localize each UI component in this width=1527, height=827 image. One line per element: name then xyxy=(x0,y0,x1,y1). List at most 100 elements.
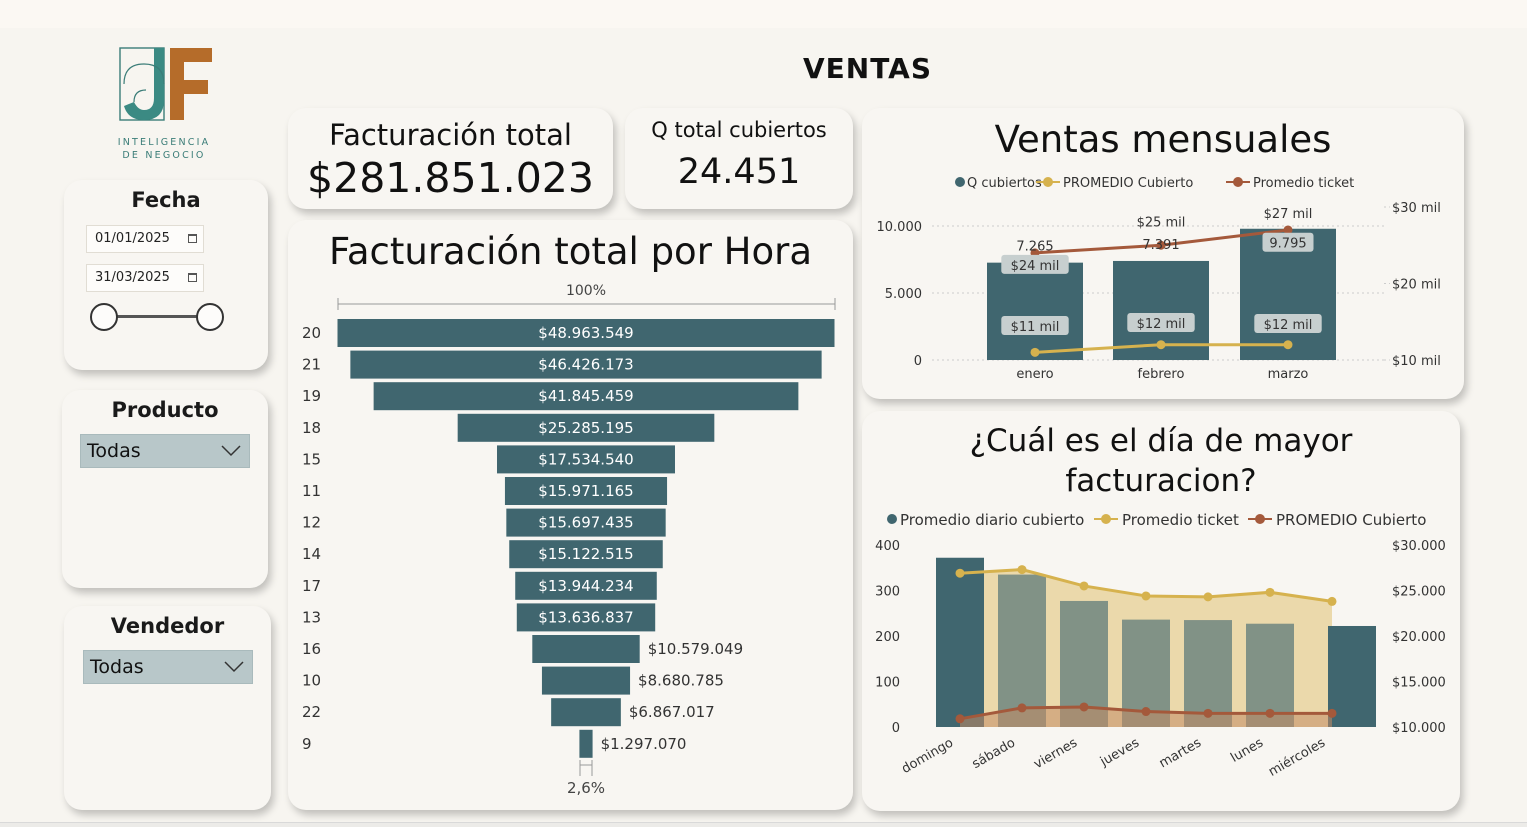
kpi-facturacion-value: $281.851.023 xyxy=(307,154,594,202)
legend-marker xyxy=(1101,514,1111,524)
funnel-bar xyxy=(337,319,835,347)
y-left-tick-label: 300 xyxy=(875,585,900,600)
weekday-title-line1: ¿Cuál es el día de mayor xyxy=(969,423,1353,459)
funnel-value-label: $15.971.165 xyxy=(538,482,633,500)
bar-data-label: 7.391 xyxy=(1142,238,1179,253)
y-left-tick-label: 0 xyxy=(914,354,922,369)
logo xyxy=(112,44,222,162)
legend-marker xyxy=(1233,177,1243,187)
promedio-ticket-point xyxy=(1141,591,1151,601)
fecha-title: Fecha xyxy=(131,188,201,212)
cubierto-data-label: $12 mil xyxy=(1137,317,1186,332)
calendar-icon[interactable] xyxy=(188,273,197,282)
y-right-tick-label: $30 mil xyxy=(1392,201,1441,216)
funnel-value-label: $8.680.785 xyxy=(638,672,724,690)
promedio-cubierto-point xyxy=(1265,708,1275,718)
producto-title: Producto xyxy=(111,398,219,422)
funnel-category-label: 21 xyxy=(302,356,321,374)
funnel-value-label: $17.534.540 xyxy=(538,450,633,468)
x-tick-label: sábado xyxy=(970,735,1018,772)
y-right-tick-label: $10 mil xyxy=(1392,354,1441,369)
chevron-down-icon[interactable] xyxy=(221,445,241,457)
funnel-bar xyxy=(516,603,656,632)
cubierto-data-label: $11 mil xyxy=(1011,320,1060,335)
funnel-top-label: 100% xyxy=(566,283,606,299)
funnel-category-label: 10 xyxy=(302,672,321,690)
funnel-chart-card: Facturación total por Hora 100% 20 $48.963… xyxy=(288,220,853,810)
cubierto-data-label-bg xyxy=(1001,316,1069,335)
cubierto-data-label-bg xyxy=(1127,313,1195,332)
funnel-value-label: $41.845.459 xyxy=(538,387,633,405)
calendar-icon[interactable] xyxy=(188,234,197,243)
y-right-tick-label: $25.000 xyxy=(1392,585,1446,600)
vendedor-dropdown[interactable]: Todas xyxy=(83,650,253,684)
funnel-category-label: 17 xyxy=(302,577,321,595)
funnel-category-label: 15 xyxy=(302,450,321,468)
y-left-tick-label: 400 xyxy=(875,539,900,554)
promedio-cubierto-point xyxy=(1141,707,1151,717)
date-range-end-handle[interactable] xyxy=(196,303,224,331)
weekday-title-line2: facturacion? xyxy=(1065,463,1257,499)
logo-subtitle-line2: DE NEGOCIO xyxy=(122,150,206,161)
kpi-cubiertos-card: Q total cubiertos 24.451 xyxy=(625,108,853,209)
vendedor-title: Vendedor xyxy=(110,614,225,638)
date-range-start-handle[interactable] xyxy=(90,303,118,331)
start-date-value: 01/01/2025 xyxy=(95,231,170,246)
funnel-bar xyxy=(350,350,822,379)
funnel-value-label: $15.697.435 xyxy=(538,514,633,532)
funnel-bar xyxy=(532,635,640,663)
x-tick-label: jueves xyxy=(1097,735,1142,770)
promedio-cubierto-point xyxy=(1017,703,1027,713)
cubierto-data-label: $12 mil xyxy=(1264,318,1313,333)
promedio-cubierto-point xyxy=(955,714,965,724)
funnel-value-label: $48.963.549 xyxy=(538,324,633,342)
legend-label: PROMEDIO Cubierto xyxy=(1063,176,1193,191)
x-tick-label: miércoles xyxy=(1266,735,1328,780)
funnel-value-label: $6.867.017 xyxy=(629,703,715,721)
ticket-data-label: $25 mil xyxy=(1137,215,1186,230)
start-date-input[interactable]: 01/01/2025 xyxy=(86,225,204,253)
y-left-tick-label: 200 xyxy=(875,630,900,645)
date-range-track[interactable] xyxy=(104,315,210,318)
promedio-cubierto-point xyxy=(1030,347,1040,357)
funnel-value-label: $1.297.070 xyxy=(601,735,687,753)
funnel-category-label: 11 xyxy=(302,482,321,500)
legend-marker xyxy=(955,177,965,187)
weekday-bar xyxy=(1328,625,1376,727)
monthly-chart: Q cubiertos PROMEDIO Cubierto Promedio tic… xyxy=(877,176,1441,382)
ticket-data-label: $27 mil xyxy=(1264,207,1313,222)
x-tick-label: marzo xyxy=(1268,367,1309,382)
funnel-bar xyxy=(551,698,621,727)
x-tick-label: domingo xyxy=(899,735,956,776)
y-right-tick-label: $20 mil xyxy=(1392,278,1441,293)
y-right-tick-label: $15.000 xyxy=(1392,676,1446,691)
producto-dropdown[interactable]: Todas xyxy=(80,434,250,468)
funnel-category-label: 12 xyxy=(302,514,321,532)
ticket-data-label: $24 mil xyxy=(1011,259,1060,274)
promedio-cubierto-point xyxy=(1327,708,1337,718)
kpi-facturacion-card: Facturación total $281.851.023 xyxy=(288,108,613,209)
weekday-chart: Promedio diario cubierto Promedio ticket P… xyxy=(875,511,1446,780)
funnel-bar xyxy=(497,445,675,474)
funnel-chart: 100% 20 $48.963.549 21 $46.426.173 19 $41.845.… xyxy=(302,283,836,797)
funnel-category-label: 18 xyxy=(302,419,321,437)
legend-marker xyxy=(1043,177,1053,187)
promedio-cubierto-point xyxy=(1283,340,1293,350)
y-left-tick-label: 0 xyxy=(892,721,900,736)
x-tick-label: lunes xyxy=(1228,735,1266,766)
legend-label: Promedio ticket xyxy=(1122,511,1239,529)
weekday-chart-card: ¿Cuál es el día de mayor facturacion? Pr… xyxy=(862,411,1460,811)
bottom-bar xyxy=(0,822,1527,827)
funnel-category-label: 13 xyxy=(302,608,321,626)
chevron-down-icon[interactable] xyxy=(224,661,244,673)
funnel-bar xyxy=(541,666,631,695)
monthly-chart-card: Ventas mensuales Q cubiertos PROMEDIO Cub… xyxy=(862,108,1464,399)
x-tick-label: febrero xyxy=(1138,367,1185,382)
end-date-input[interactable]: 31/03/2025 xyxy=(86,264,204,292)
funnel-bar xyxy=(373,382,799,411)
promedio-cubierto-area xyxy=(960,706,1332,727)
y-left-tick-label: 100 xyxy=(875,676,900,691)
funnel-value-label: $13.944.234 xyxy=(538,577,633,595)
monthly-chart-title: Ventas mensuales xyxy=(994,118,1332,161)
kpi-facturacion-label: Facturación total xyxy=(329,118,572,152)
